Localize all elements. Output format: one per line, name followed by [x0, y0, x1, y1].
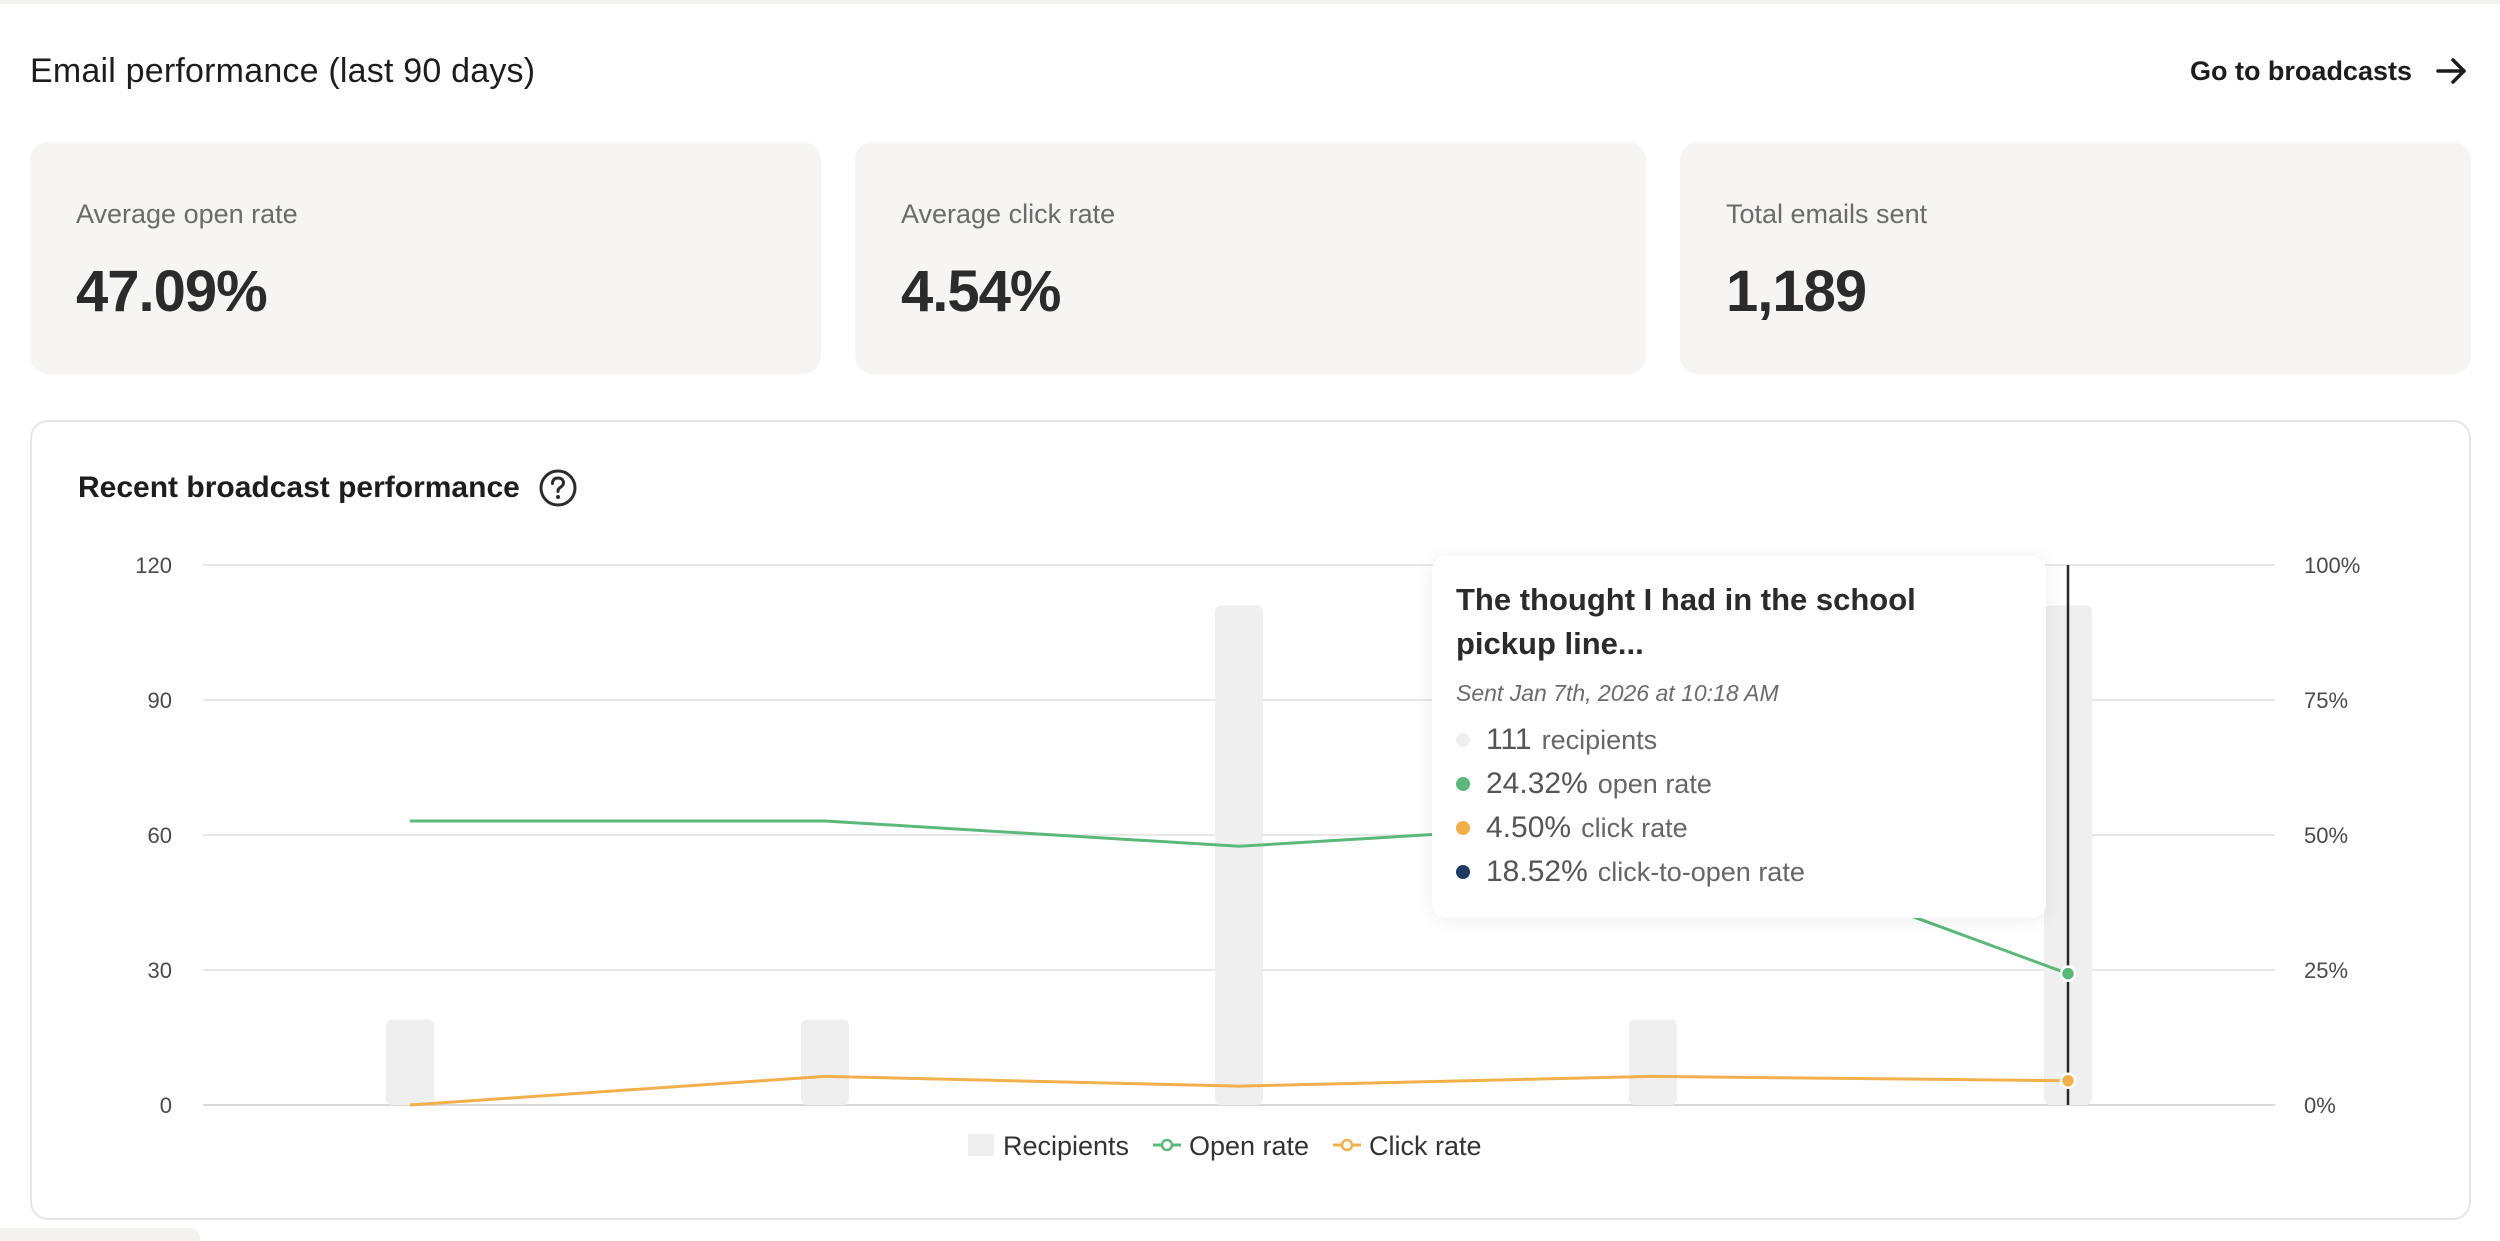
tooltip-row-click-rate: 4.50% click rate — [1456, 806, 2022, 850]
right-tick-label: 100% — [2304, 553, 2360, 578]
legend-open-rate-label: Open rate — [1189, 1131, 1309, 1161]
stat-card-open-rate: Average open rate 47.09% — [30, 142, 821, 374]
right-tick-label: 0% — [2304, 1093, 2336, 1118]
open-rate-point — [2059, 965, 2077, 982]
question-circle-icon[interactable] — [538, 468, 578, 508]
left-tick-label: 90 — [148, 688, 172, 713]
tooltip-title: The thought I had in the school pickup l… — [1456, 582, 1916, 661]
chart-title: Recent broadcast performance — [78, 471, 520, 504]
go-to-broadcasts-label: Go to broadcasts — [2189, 55, 2412, 86]
bottom-tab-edge — [0, 1228, 200, 1241]
top-divider — [0, 0, 2500, 4]
recipients-bar — [386, 1019, 434, 1105]
left-tick-label: 30 — [148, 958, 172, 983]
stat-label: Average open rate — [76, 199, 298, 229]
left-tick-label: 0 — [160, 1093, 172, 1118]
left-tick-label: 120 — [135, 553, 172, 578]
tooltip-sent-date: Sent Jan 7th, 2026 at 10:18 AM — [1456, 680, 1779, 706]
left-tick-label: 60 — [148, 823, 172, 848]
tooltip-value: 24.32% — [1486, 767, 1588, 800]
legend-recipients-swatch — [968, 1134, 994, 1156]
recipients-bar — [1215, 605, 1263, 1105]
page-title: Email performance (last 90 days) — [30, 52, 536, 90]
click-rate-line — [409, 1074, 2069, 1107]
chart-tooltip: The thought I had in the school pickup l… — [1432, 556, 2046, 918]
legend-recipients-label: Recipients — [1003, 1131, 1129, 1161]
stat-value: 47.09% — [76, 259, 268, 324]
stat-label: Total emails sent — [1726, 199, 1928, 229]
stat-cards: Average open rate 47.09% Average click r… — [30, 142, 2471, 374]
go-to-broadcasts-link[interactable]: Go to broadcasts — [2190, 48, 2470, 94]
stat-card-click-rate: Average click rate 4.54% — [855, 142, 1646, 374]
recipients-bar — [1629, 1019, 1677, 1105]
open-rate-dot-icon — [1456, 777, 1470, 791]
tooltip-value: 111 — [1486, 723, 1532, 756]
tooltip-rows: 111 recipients 24.32% open rate 4.50% cl… — [1456, 718, 2022, 894]
stat-value: 4.54% — [901, 259, 1061, 324]
legend-click-rate-label: Click rate — [1369, 1131, 1482, 1161]
stat-label: Average click rate — [901, 199, 1116, 229]
recipients-dot-icon — [1456, 733, 1470, 747]
stat-card-emails-sent: Total emails sent 1,189 — [1680, 142, 2471, 374]
tooltip-label: click-to-open rate — [1597, 856, 1805, 887]
tooltip-value: 4.50% — [1486, 811, 1572, 844]
click-rate-point — [2059, 1072, 2077, 1089]
header: Email performance (last 90 days) Go to b… — [30, 48, 2470, 98]
right-tick-label: 75% — [2304, 688, 2348, 713]
legend-click-rate-marker — [1340, 1138, 1354, 1152]
tooltip-label: click rate — [1581, 812, 1688, 843]
recipients-bar — [801, 1019, 849, 1105]
tooltip-row-recipients: 111 recipients — [1456, 718, 2022, 762]
tooltip-label: recipients — [1541, 724, 1658, 755]
tooltip-row-open-rate: 24.32% open rate — [1456, 762, 2022, 806]
chart-title-row: Recent broadcast performance — [78, 466, 578, 510]
right-tick-label: 50% — [2304, 823, 2348, 848]
right-tick-label: 25% — [2304, 958, 2348, 983]
tooltip-label: open rate — [1597, 768, 1712, 799]
stat-value: 1,189 — [1726, 259, 1867, 324]
click-rate-dot-icon — [1456, 821, 1470, 835]
legend-open-rate-marker — [1160, 1138, 1174, 1152]
arrow-right-icon — [2436, 58, 2466, 84]
tooltip-row-click-to-open-rate: 18.52% click-to-open rate — [1456, 850, 2022, 894]
tooltip-value: 18.52% — [1486, 855, 1588, 888]
click-to-open-dot-icon — [1456, 865, 1470, 879]
